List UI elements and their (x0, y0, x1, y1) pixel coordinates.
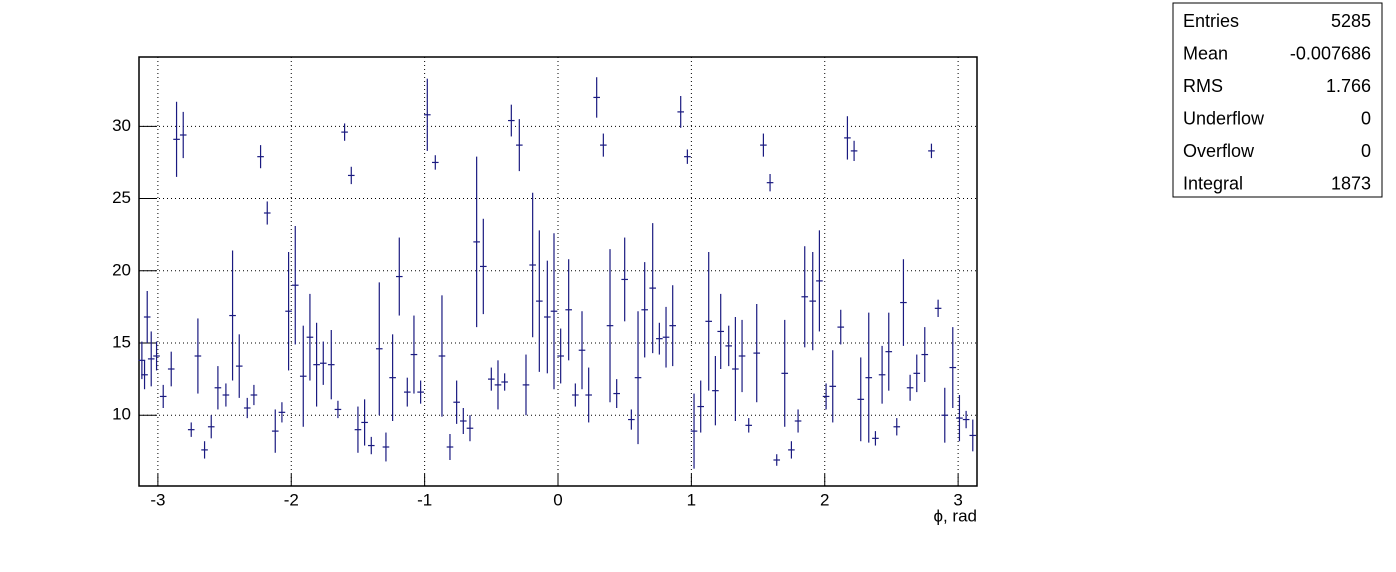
stat-label: RMS (1183, 76, 1223, 96)
x-tick-label: -2 (284, 490, 299, 509)
stats-frame (1172, 2, 1383, 198)
stat-value: 0 (1361, 141, 1371, 161)
x-tick-label: 0 (553, 490, 562, 509)
stat-label: Entries (1183, 11, 1239, 31)
stats-box: Entries 5285 Mean -0.007686 RMS 1.766 Underflo… (1172, 2, 1383, 198)
stat-label: Mean (1183, 43, 1228, 63)
stat-label: Overflow (1183, 141, 1255, 161)
x-tick-label: 1 (687, 490, 696, 509)
stat-value: 5285 (1331, 11, 1371, 31)
x-tick-label: -1 (417, 490, 432, 509)
stat-value: -0.007686 (1290, 43, 1371, 63)
stat-value: 0 (1361, 108, 1371, 128)
stat-value: 1873 (1331, 173, 1371, 193)
x-axis-label: ϕ, rad (933, 506, 977, 525)
y-tick-label: 20 (112, 260, 131, 279)
stat-label: Integral (1183, 173, 1243, 193)
y-tick-label: 10 (112, 405, 131, 424)
stat-value: 1.766 (1326, 76, 1371, 96)
y-tick-label: 30 (112, 116, 131, 135)
x-tick-label: -3 (150, 490, 165, 509)
x-tick-label: 2 (820, 490, 829, 509)
x-tick-label: 3 (953, 490, 962, 509)
y-tick-label: 25 (112, 188, 131, 207)
y-tick-label: 15 (112, 332, 131, 351)
stat-label: Underflow (1183, 108, 1265, 128)
